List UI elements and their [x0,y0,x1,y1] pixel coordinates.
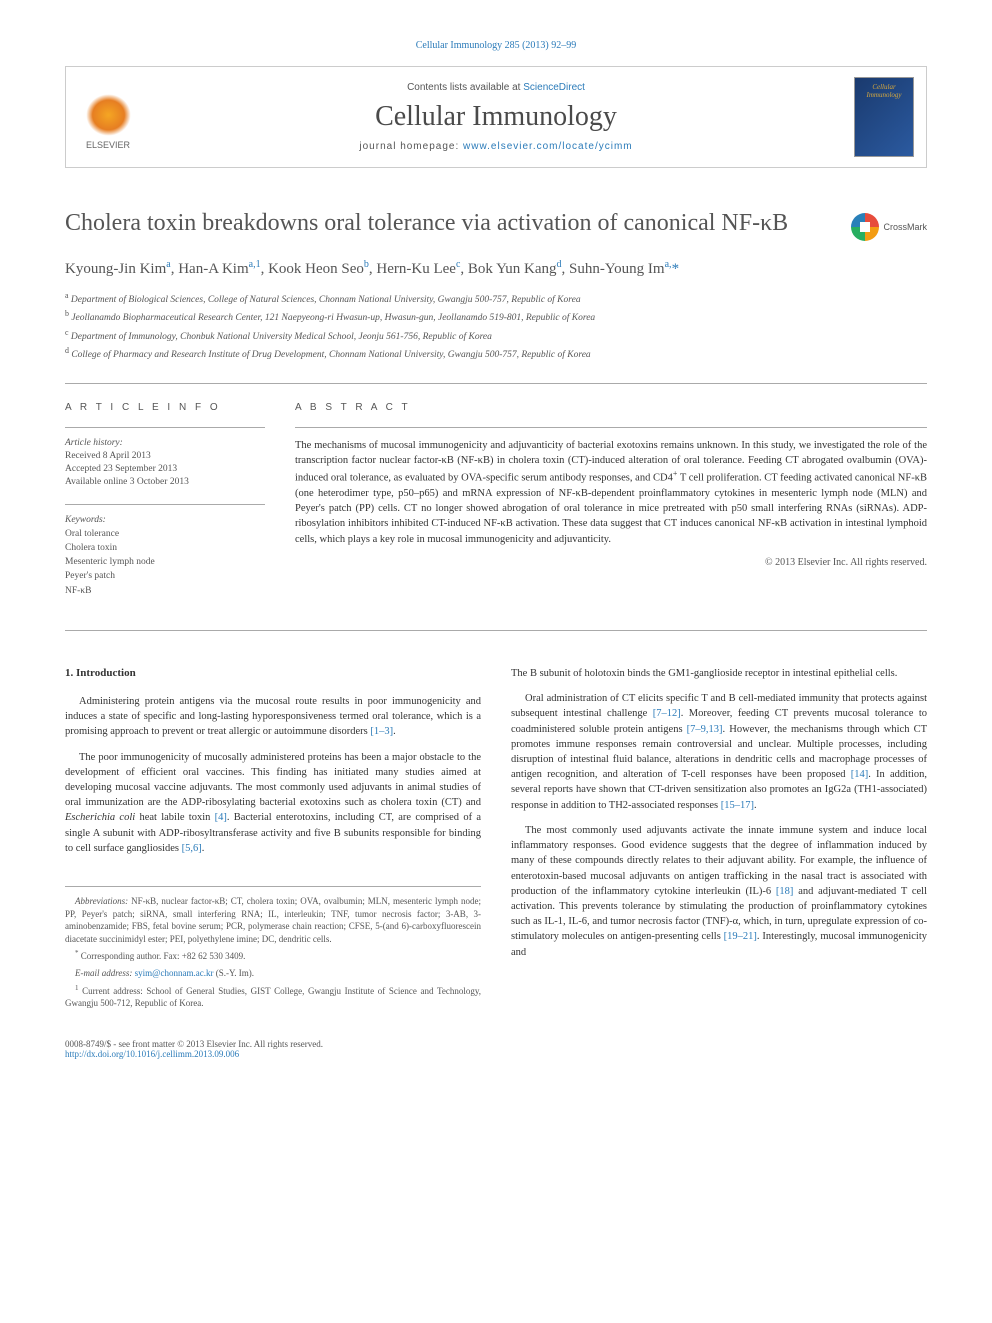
sciencedirect-link[interactable]: ScienceDirect [523,82,585,93]
footnotes: Abbreviations: NF-κB, nuclear factor-κB;… [65,886,481,1010]
crossmark-label: CrossMark [883,222,927,232]
homepage-prefix: journal homepage: [359,141,463,152]
history-block: Article history: Received 8 April 2013Ac… [65,438,265,490]
affiliation-line: b Jeollanamdo Biopharmaceutical Research… [65,308,927,325]
crossmark-badge[interactable]: CrossMark [851,213,927,241]
body-paragraph: The B subunit of holotoxin binds the GM1… [511,666,927,681]
history-label: Article history: [65,438,265,448]
info-divider-1 [65,427,265,428]
crossmark-icon [851,213,879,241]
keywords-block: Keywords: Oral toleranceCholera toxinMes… [65,515,265,598]
top-reference: Cellular Immunology 285 (2013) 92–99 [65,40,927,51]
corresponding-note: * Corresponding author. Fax: +82 62 530 … [65,949,481,963]
abstract-block: A B S T R A C T The mechanisms of mucosa… [295,402,927,612]
current-address-note: 1 Current address: School of General Stu… [65,984,481,1010]
journal-cover: Cellular Immunology [854,77,914,157]
keyword: Cholera toxin [65,541,265,555]
email-note: E-mail address: syim@chonnam.ac.kr (S.-Y… [65,967,481,980]
elsevier-tree-icon [86,94,131,136]
history-text: Received 8 April 2013Accepted 23 Septemb… [65,450,265,490]
left-column: 1. Introduction Administering protein an… [65,666,481,1014]
copyright-line: © 2013 Elsevier Inc. All rights reserved… [295,557,927,568]
keyword: NF-κB [65,584,265,598]
section-number: 1. [65,667,73,679]
authors-line: Kyoung-Jin Kima, Han-A Kima,1, Kook Heon… [65,259,927,278]
meta-row: A R T I C L E I N F O Article history: R… [65,384,927,630]
header-center: Contents lists available at ScienceDirec… [138,82,854,152]
keyword: Mesenteric lymph node [65,555,265,569]
keyword: Peyer's patch [65,569,265,583]
publisher-name: ELSEVIER [86,140,130,150]
cover-title: Cellular Immunology [855,83,913,99]
abstract-divider [295,427,927,428]
journal-name: Cellular Immunology [138,101,854,133]
body-paragraph: The most commonly used adjuvants activat… [511,823,927,960]
section-title: Introduction [76,667,136,679]
body-paragraph: The poor immunogenicity of mucosally adm… [65,750,481,857]
journal-header: ELSEVIER Contents lists available at Sci… [65,66,927,168]
info-heading: A R T I C L E I N F O [65,402,265,413]
section-heading: 1. Introduction [65,666,481,682]
email-link[interactable]: syim@chonnam.ac.kr [135,968,214,978]
affiliations: a Department of Biological Sciences, Col… [65,290,927,363]
info-divider-2 [65,504,265,505]
homepage-line: journal homepage: www.elsevier.com/locat… [138,141,854,152]
body-paragraph: Oral administration of CT elicits specif… [511,691,927,813]
keywords-list: Oral toleranceCholera toxinMesenteric ly… [65,527,265,598]
article-info: A R T I C L E I N F O Article history: R… [65,402,265,612]
footer-left: 0008-8749/$ - see front matter © 2013 El… [65,1039,323,1059]
article-title: Cholera toxin breakdowns oral tolerance … [65,208,831,239]
keyword: Oral tolerance [65,527,265,541]
contents-prefix: Contents lists available at [407,82,523,93]
history-line: Available online 3 October 2013 [65,476,265,489]
history-line: Accepted 23 September 2013 [65,463,265,476]
abstract-text: The mechanisms of mucosal immunogenicity… [295,438,927,547]
page-footer: 0008-8749/$ - see front matter © 2013 El… [65,1034,927,1059]
contents-line: Contents lists available at ScienceDirec… [138,82,854,93]
doi-link[interactable]: http://dx.doi.org/10.1016/j.cellimm.2013… [65,1049,239,1059]
body-columns: 1. Introduction Administering protein an… [65,666,927,1014]
affiliation-line: a Department of Biological Sciences, Col… [65,290,927,307]
history-line: Received 8 April 2013 [65,450,265,463]
publisher-logo: ELSEVIER [78,85,138,150]
abbreviations-note: Abbreviations: NF-κB, nuclear factor-κB;… [65,895,481,945]
divider-bottom [65,630,927,631]
header-inner: ELSEVIER Contents lists available at Sci… [66,67,926,167]
affiliation-line: c Department of Immunology, Chonbuk Nati… [65,327,927,344]
keywords-label: Keywords: [65,515,265,525]
page-container: Cellular Immunology 285 (2013) 92–99 ELS… [0,0,992,1099]
title-row: Cholera toxin breakdowns oral tolerance … [65,208,927,241]
right-column: The B subunit of holotoxin binds the GM1… [511,666,927,1014]
footer-copyright: 0008-8749/$ - see front matter © 2013 El… [65,1039,323,1049]
homepage-link[interactable]: www.elsevier.com/locate/ycimm [463,141,633,152]
body-paragraph: Administering protein antigens via the m… [65,694,481,740]
affiliation-line: d College of Pharmacy and Research Insti… [65,345,927,362]
abstract-heading: A B S T R A C T [295,402,927,413]
